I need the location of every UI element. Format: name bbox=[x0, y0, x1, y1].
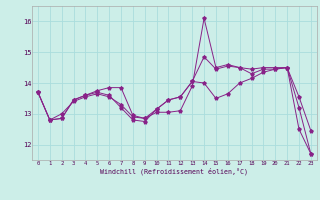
X-axis label: Windchill (Refroidissement éolien,°C): Windchill (Refroidissement éolien,°C) bbox=[100, 167, 248, 175]
